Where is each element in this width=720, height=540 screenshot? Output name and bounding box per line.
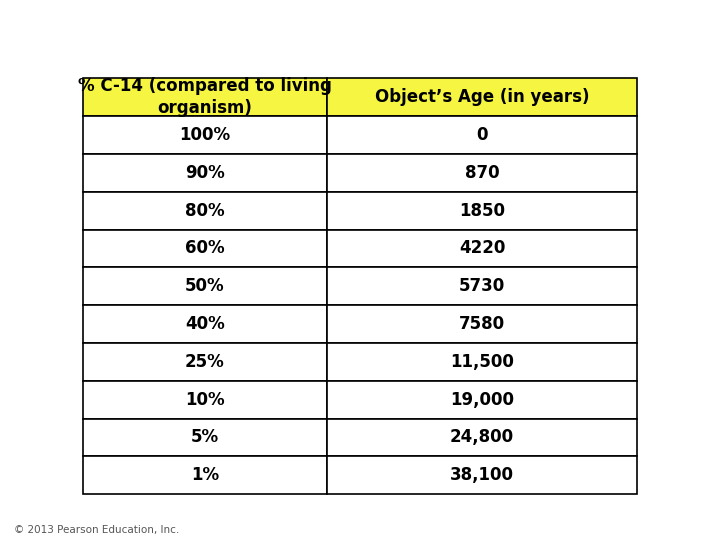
Text: 40%: 40% — [185, 315, 225, 333]
Bar — [83, 418, 327, 456]
Text: % C-14 (compared to living
organism): % C-14 (compared to living organism) — [78, 77, 332, 117]
Bar — [83, 305, 327, 343]
Text: Object’s Age (in years): Object’s Age (in years) — [374, 88, 589, 106]
Text: 80%: 80% — [185, 201, 225, 220]
Text: 19,000: 19,000 — [450, 390, 514, 409]
Text: 5%: 5% — [191, 428, 219, 447]
Text: 10%: 10% — [185, 390, 225, 409]
Bar — [83, 456, 327, 494]
Text: 24,800: 24,800 — [450, 428, 514, 447]
Bar — [83, 343, 327, 381]
Text: 1850: 1850 — [459, 201, 505, 220]
Bar — [327, 192, 637, 230]
Bar — [83, 154, 327, 192]
Bar — [83, 192, 327, 230]
Text: 50%: 50% — [185, 277, 225, 295]
Text: Radiocarbon Dating: Radiocarbon Dating — [18, 23, 328, 50]
Bar — [327, 381, 637, 418]
Bar — [83, 230, 327, 267]
Text: 11,500: 11,500 — [450, 353, 514, 371]
Bar — [83, 116, 327, 154]
Bar — [327, 154, 637, 192]
Bar — [327, 267, 637, 305]
Text: 90%: 90% — [185, 164, 225, 182]
Text: 7580: 7580 — [459, 315, 505, 333]
Bar — [327, 456, 637, 494]
Bar — [327, 305, 637, 343]
Text: 60%: 60% — [185, 239, 225, 258]
Bar — [327, 230, 637, 267]
Bar — [327, 78, 637, 116]
Text: 5730: 5730 — [459, 277, 505, 295]
Text: 100%: 100% — [179, 126, 230, 144]
Text: 38,100: 38,100 — [450, 466, 514, 484]
Text: 0: 0 — [476, 126, 487, 144]
Text: 25%: 25% — [185, 353, 225, 371]
Text: 4220: 4220 — [459, 239, 505, 258]
Bar — [327, 116, 637, 154]
Bar — [83, 267, 327, 305]
Bar — [83, 78, 327, 116]
Text: 870: 870 — [464, 164, 499, 182]
Bar — [83, 381, 327, 418]
Text: 1%: 1% — [191, 466, 219, 484]
Text: © 2013 Pearson Education, Inc.: © 2013 Pearson Education, Inc. — [14, 524, 180, 535]
Bar — [327, 418, 637, 456]
Bar — [327, 343, 637, 381]
